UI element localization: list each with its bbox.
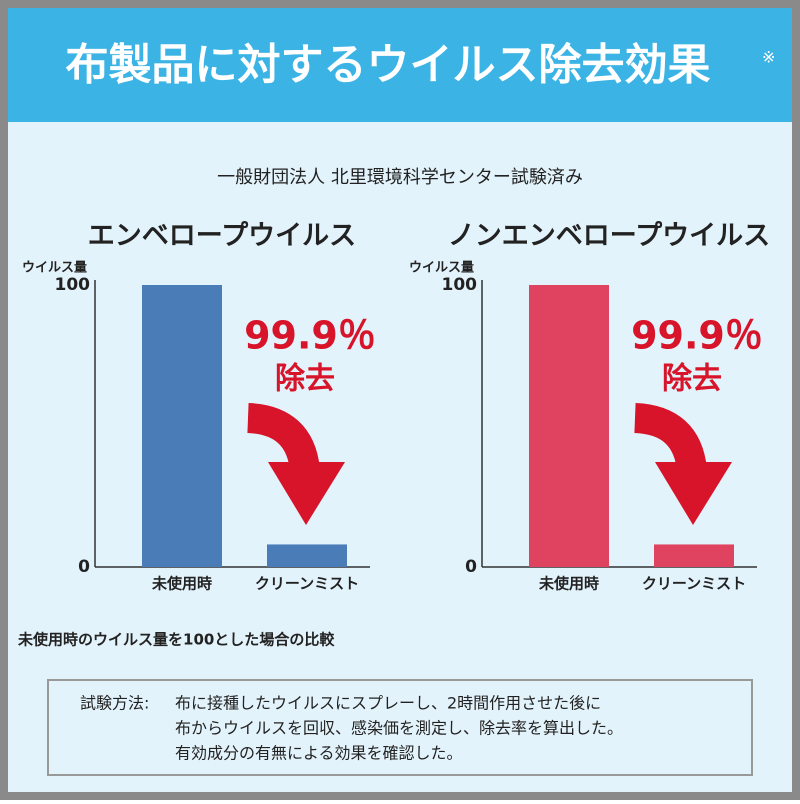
- subtitle: 一般財団法人 北里環境科学センター試験済み: [217, 167, 583, 188]
- title: 布製品に対するウイルス除去効果: [66, 41, 711, 91]
- chart-title: エンベロープウイルス: [88, 221, 356, 252]
- bar: [654, 544, 734, 567]
- background: [8, 8, 792, 792]
- method-line: 有効成分の有無による効果を確認した。: [175, 744, 463, 763]
- header-band: [8, 8, 792, 122]
- x-tick-label: クリーンミスト: [642, 575, 746, 593]
- method-line: 布からウイルスを回収、感染価を測定し、除去率を算出した。: [175, 719, 623, 738]
- annotation: 除去: [662, 362, 722, 397]
- y-axis-label: ウイルス量: [22, 261, 87, 276]
- y-tick-label: 100: [442, 275, 478, 295]
- chart-title: ノンエンベロープウイルス: [448, 221, 770, 252]
- x-tick-label: 未使用時: [538, 575, 599, 593]
- x-tick-label: クリーンミスト: [255, 575, 359, 593]
- bar: [142, 285, 222, 567]
- arrow-head: [268, 462, 345, 525]
- note: 未使用時のウイルス量を100とした場合の比較: [17, 631, 335, 649]
- method-label: 試験方法:: [80, 694, 149, 713]
- y-axis-label: ウイルス量: [409, 261, 474, 276]
- method-box: [47, 679, 753, 776]
- arrow-head: [655, 462, 732, 525]
- y-tick-label: 100: [55, 275, 91, 295]
- y-tick-label: 0: [78, 557, 90, 577]
- bar: [267, 544, 347, 567]
- method-line: 布に接種したウイルスにスプレーし、2時間作用させた後に: [175, 694, 601, 713]
- annotation: 除去: [275, 362, 335, 397]
- title-mark: ※: [762, 48, 775, 67]
- x-tick-label: 未使用時: [151, 575, 212, 593]
- annotation: 99.9％: [244, 314, 376, 358]
- arrow: [246, 403, 320, 473]
- annotation: 99.9％: [631, 314, 763, 358]
- arrow: [633, 403, 707, 473]
- bar: [529, 285, 609, 567]
- y-tick-label: 0: [465, 557, 477, 577]
